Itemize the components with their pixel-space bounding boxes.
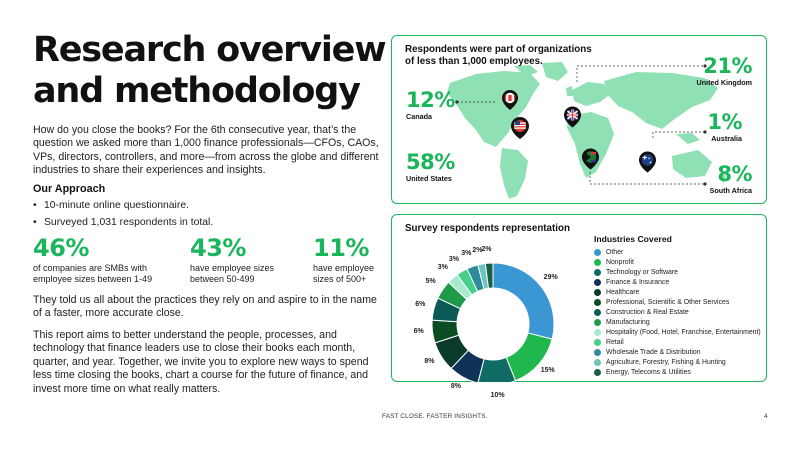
legend-item: Energy, Telecoms & Utilities [594,367,761,377]
legend-label: Retail [606,338,624,346]
practices-paragraph: They told us all about the practices the… [33,294,377,320]
page-title: Research overview and methodology [33,30,387,111]
legend-item: Manufacturing [594,317,761,327]
legend-swatch [594,308,601,316]
map-card: Respondents were part of organizations o… [391,35,767,204]
stat-canada: 12% Canada [406,88,455,122]
donut-slice-label: 10% [490,391,505,399]
legend-swatch [594,318,601,326]
legend-item: Healthcare [594,287,761,297]
legend-label: Other [606,248,624,256]
approach-item: 10-minute online questionnaire. [33,197,213,214]
legend-item: Hospitality (Food, Hotel, Franchise, Ent… [594,327,761,337]
chart-heading: Survey respondents representation [405,223,570,234]
donut-slice-label: 3% [448,256,459,264]
legend-label: Hospitality (Food, Hotel, Franchise, Ent… [606,328,761,336]
stat-united-kingdom: 21% United Kingdom [696,54,753,88]
stat-caption: have employee sizes of 500+ [313,263,375,284]
approach-item: Surveyed 1,031 respondents in total. [33,214,213,231]
stat-south-africa: 8% South Africa [709,162,753,196]
legend-item: Technology or Software [594,267,761,277]
footer-tagline: FAST CLOSE. FASTER INSIGHTS. [382,413,488,420]
industry-donut-chart [431,262,555,382]
donut-slice [484,262,494,289]
donut-slice-label: 2% [472,247,483,255]
south-africa-pin [582,148,599,170]
canada-pin [502,90,518,110]
intro-paragraph: How do you close the books? For the 6th … [33,124,379,177]
donut-slice-label: 6% [413,328,424,336]
approach-list: 10-minute online questionnaire. Surveyed… [33,197,213,231]
uk-pin [564,106,581,128]
legend-item: Agriculture, Forestry, Fishing & Hunting [594,357,761,367]
donut-slice-label: 15% [540,367,555,375]
page-number: 4 [764,413,768,420]
map-heading: Respondents were part of organizations o… [405,44,592,67]
legend-label: Energy, Telecoms & Utilities [606,368,691,376]
donut-slice-label: 8% [450,382,461,390]
legend-label: Finance & Insurance [606,278,670,286]
stat-value: 46% [33,234,89,262]
legend-swatch [594,358,601,366]
legend-label: Technology or Software [606,268,679,276]
donut-slice-label: 6% [415,300,426,308]
legend-label: Manufacturing [606,318,650,326]
donut-slice-label: 3% [461,250,472,258]
legend-swatch [594,368,601,376]
stat-enterprise: 11% have employee sizes of 500+ [313,234,374,285]
australia-pin [639,151,656,173]
legend-swatch [594,298,601,306]
legend-swatch [594,328,601,336]
legend-item: Professional, Scientific & Other Service… [594,297,761,307]
legend-item: Finance & Insurance [594,277,761,287]
stat-united-states: 58% United States [406,150,455,184]
legend-swatch [594,258,601,266]
legend-item: Construction & Real Estate [594,307,761,317]
legend-label: Professional, Scientific & Other Service… [606,298,730,306]
legend-swatch [594,348,601,356]
stat-value: 11% [313,234,369,262]
legend-swatch [594,248,601,256]
legend-label: Agriculture, Forestry, Fishing & Hunting [606,358,726,366]
donut-slice-label: 8% [424,358,435,366]
legend-item: Other [594,247,761,257]
donut-slice-label: 29% [543,274,558,282]
legend-swatch [594,268,601,276]
legend-swatch [594,338,601,346]
usa-pin [511,117,529,139]
donut-slice-label: 5% [425,277,436,285]
stat-caption: have employee sizes between 50-499 [190,263,275,284]
report-aim-paragraph: This report aims to better understand th… [33,329,369,395]
world-map [447,62,726,199]
donut-slice-label: 2% [481,246,492,254]
donut-slice-label: 3% [437,264,448,272]
legend-label: Nonprofit [606,258,634,266]
legend-label: Healthcare [606,288,640,296]
legend-item: Wholesale Trade & Distribution [594,347,761,357]
approach-heading: Our Approach [33,183,106,195]
industry-legend: Other Nonprofit Technology or Software Fina… [594,247,761,377]
stat-australia: 1% Australia [707,110,742,144]
stat-midsize: 43% have employee sizes between 50-499 [190,234,274,285]
legend-swatch [594,278,601,286]
stat-value: 43% [190,234,246,262]
stat-smb: 46% of companies are SMBs with employee s… [33,234,152,285]
legend-label: Wholesale Trade & Distribution [606,348,701,356]
legend-item: Nonprofit [594,257,761,267]
legend-label: Construction & Real Estate [606,308,689,316]
legend-swatch [594,288,601,296]
legend-item: Retail [594,337,761,347]
legend-title: Industries Covered [594,234,672,244]
stat-caption: of companies are SMBs with employee sizes… [33,263,153,284]
